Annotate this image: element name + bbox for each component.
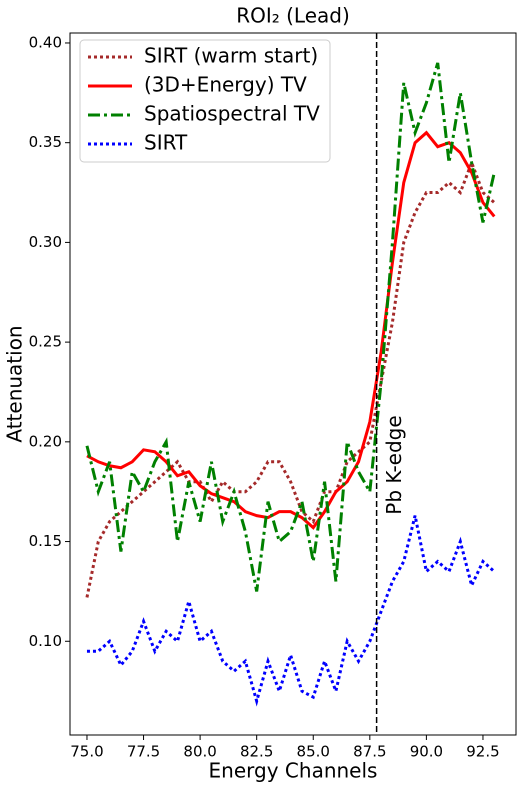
legend-box [79, 39, 331, 163]
series-line [85, 158, 496, 598]
x-tick-label: 77.5 [127, 743, 160, 761]
legend-label: SIRT [144, 131, 188, 155]
x-tick-label: 92.5 [466, 743, 499, 761]
y-tick-label: 0.10 [29, 632, 62, 650]
y-tick-label: 0.15 [29, 532, 62, 550]
legend: SIRT (warm start) (3D+Energy) TV Spatiospe… [79, 39, 331, 163]
x-tick-label: 75.0 [70, 743, 103, 761]
x-tick-label: 87.5 [353, 743, 386, 761]
series-line [86, 130, 496, 530]
y-tick-label: 0.40 [29, 33, 62, 51]
legend-label: SIRT (warm start) [144, 44, 318, 68]
y-tick-label: 0.35 [29, 133, 62, 151]
chart-title: ROI₂ (Lead) [236, 4, 350, 28]
y-tick-label: 0.30 [29, 233, 62, 251]
annotation: Pb K-edge [382, 415, 406, 514]
plot-frame [69, 32, 517, 736]
y-tick-label: 0.25 [29, 333, 62, 351]
x-tick-label: 90.0 [410, 743, 443, 761]
series-line [86, 515, 496, 707]
legend-label: (3D+Energy) TV [144, 73, 307, 97]
y-axis-label: Attenuation [3, 325, 27, 442]
x-tick-label: 82.5 [240, 743, 273, 761]
x-tick-label: 85.0 [297, 743, 330, 761]
series-line [85, 62, 496, 592]
y-tick-label: 0.20 [29, 432, 62, 450]
x-axis-label: Energy Channels [209, 759, 378, 783]
legend-label: Spatiospectral TV [144, 102, 320, 126]
x-tick-label: 80.0 [183, 743, 216, 761]
